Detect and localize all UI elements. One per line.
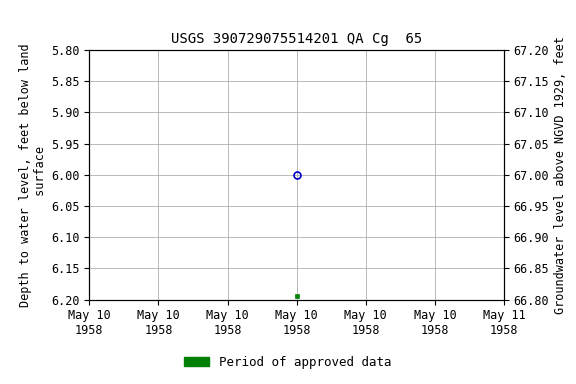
Legend: Period of approved data: Period of approved data	[179, 351, 397, 374]
Y-axis label: Groundwater level above NGVD 1929, feet: Groundwater level above NGVD 1929, feet	[554, 36, 567, 314]
Y-axis label: Depth to water level, feet below land
 surface: Depth to water level, feet below land su…	[19, 43, 47, 306]
Title: USGS 390729075514201 QA Cg  65: USGS 390729075514201 QA Cg 65	[171, 32, 422, 46]
